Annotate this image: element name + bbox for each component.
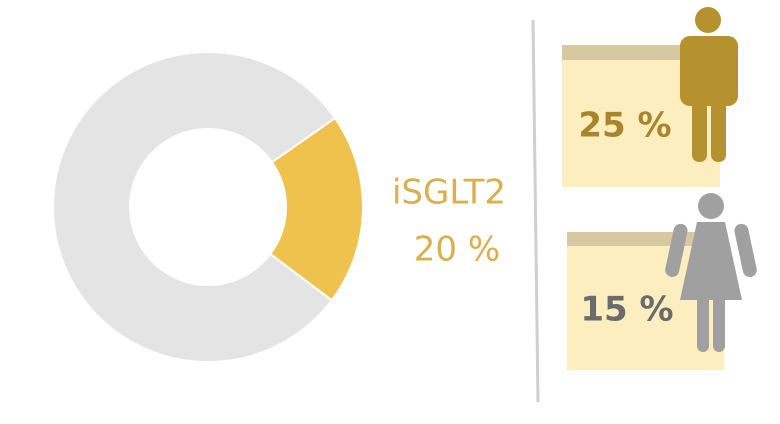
stat-label: 15 % [580, 290, 673, 330]
female-card: 15 % [567, 193, 757, 370]
slice-name: iSGLT2 [392, 173, 506, 213]
stat-label: 25 % [578, 106, 671, 146]
male-icon [680, 7, 738, 162]
slice-value: 20 % [414, 230, 500, 270]
donut-slice [268, 116, 364, 302]
female-icon [665, 193, 757, 352]
divider [531, 19, 540, 403]
male-card: 25 % [562, 7, 738, 187]
donut-slice [52, 51, 337, 363]
